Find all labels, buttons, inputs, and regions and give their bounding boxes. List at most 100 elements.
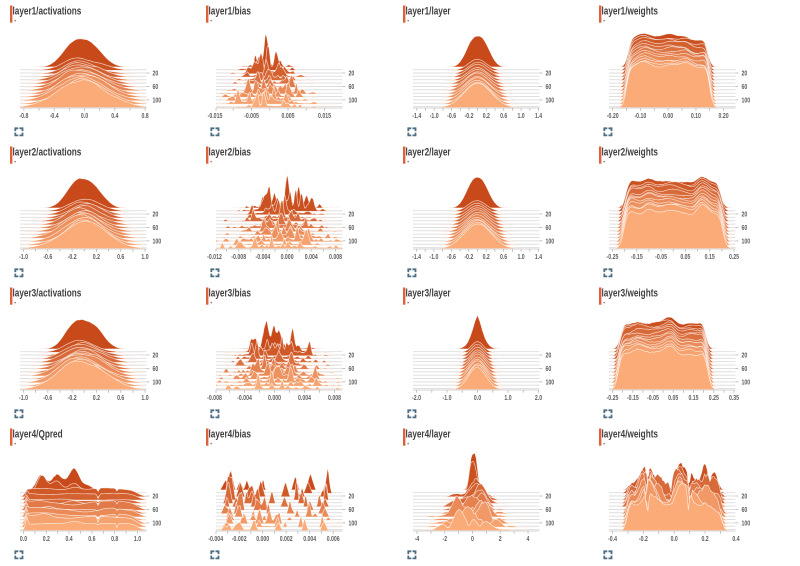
svg-text:20: 20 — [349, 350, 355, 359]
svg-text:1.0: 1.0 — [134, 534, 141, 543]
svg-text:-0.6: -0.6 — [447, 111, 456, 120]
svg-text:0.6: 0.6 — [117, 251, 124, 260]
svg-text:1.4: 1.4 — [534, 111, 541, 120]
svg-text:60: 60 — [349, 363, 355, 372]
svg-text:100: 100 — [545, 377, 554, 386]
svg-text:0.15: 0.15 — [705, 251, 715, 260]
svg-text:-0.4: -0.4 — [50, 111, 59, 120]
svg-text:-0.002: -0.002 — [232, 534, 247, 543]
svg-text:100: 100 — [545, 236, 554, 245]
svg-text:1.0: 1.0 — [517, 111, 524, 120]
svg-text:20: 20 — [349, 68, 355, 77]
svg-text:0.25: 0.25 — [729, 251, 739, 260]
svg-text:60: 60 — [741, 82, 747, 91]
svg-text:-2: -2 — [442, 534, 447, 543]
svg-text:0.008: 0.008 — [328, 392, 341, 401]
svg-text:layer1/activations: layer1/activations — [12, 6, 81, 18]
svg-text:0.6: 0.6 — [500, 111, 507, 120]
svg-text:-0.2: -0.2 — [68, 392, 77, 401]
svg-text:layer2/layer: layer2/layer — [405, 146, 450, 158]
svg-text:0.005: 0.005 — [282, 111, 295, 120]
svg-text:-0.015: -0.015 — [208, 111, 223, 120]
svg-text:60: 60 — [741, 363, 747, 372]
svg-text:layer2/activations: layer2/activations — [12, 146, 81, 158]
svg-text:layer1/bias: layer1/bias — [209, 6, 251, 18]
svg-text:0.2: 0.2 — [482, 251, 489, 260]
svg-text:1.0: 1.0 — [504, 392, 511, 401]
svg-text:20: 20 — [545, 68, 551, 77]
svg-text:0.002: 0.002 — [280, 534, 293, 543]
svg-text:100: 100 — [349, 377, 358, 386]
svg-text:0.10: 0.10 — [691, 111, 701, 120]
svg-text:layer3/layer: layer3/layer — [405, 287, 450, 299]
svg-text:0.8: 0.8 — [111, 534, 118, 543]
svg-text:-0.15: -0.15 — [627, 392, 639, 401]
svg-text:-0.2: -0.2 — [68, 251, 77, 260]
svg-text:0: 0 — [471, 534, 474, 543]
svg-text:0.4: 0.4 — [111, 111, 118, 120]
svg-text:-1.4: -1.4 — [412, 251, 421, 260]
svg-text:-0.005: -0.005 — [244, 111, 259, 120]
svg-text:layer4/weights: layer4/weights — [601, 429, 657, 441]
svg-text:60: 60 — [741, 505, 747, 514]
svg-text:-0.2: -0.2 — [639, 534, 648, 543]
svg-text:60: 60 — [349, 505, 355, 514]
svg-text:-0.004: -0.004 — [256, 251, 271, 260]
svg-text:0.0: 0.0 — [670, 534, 677, 543]
svg-text:-0.6: -0.6 — [446, 251, 455, 260]
svg-text:20: 20 — [741, 68, 747, 77]
svg-text:0.0: 0.0 — [81, 111, 88, 120]
svg-text:100: 100 — [349, 95, 358, 104]
svg-text:-0.05: -0.05 — [655, 251, 667, 260]
svg-text:0.00: 0.00 — [663, 111, 673, 120]
svg-text:-0.4: -0.4 — [608, 534, 617, 543]
svg-text:60: 60 — [349, 82, 355, 91]
svg-text:0.25: 0.25 — [709, 392, 719, 401]
svg-text:0.000: 0.000 — [268, 392, 281, 401]
svg-text:-2.0: -2.0 — [412, 392, 421, 401]
svg-text:100: 100 — [349, 519, 358, 528]
svg-text:100: 100 — [741, 95, 750, 104]
svg-text:20: 20 — [545, 209, 551, 218]
svg-text:0.8: 0.8 — [141, 111, 148, 120]
svg-text:0.006: 0.006 — [327, 534, 340, 543]
svg-text:100: 100 — [152, 95, 161, 104]
svg-text:60: 60 — [152, 363, 158, 372]
svg-text:-1.0: -1.0 — [442, 392, 451, 401]
svg-text:layer4/bias: layer4/bias — [209, 429, 251, 441]
svg-text:-0.6: -0.6 — [43, 251, 52, 260]
svg-text:-0.008: -0.008 — [232, 251, 247, 260]
svg-text:0.015: 0.015 — [318, 111, 331, 120]
svg-text:60: 60 — [152, 505, 158, 514]
svg-text:100: 100 — [349, 236, 358, 245]
svg-text:layer2/weights: layer2/weights — [601, 146, 657, 158]
svg-text:layer4/Qpred: layer4/Qpred — [12, 429, 62, 441]
svg-text:layer2/bias: layer2/bias — [209, 146, 251, 158]
svg-text:-0.2: -0.2 — [464, 251, 473, 260]
svg-text:-0.012: -0.012 — [207, 251, 222, 260]
svg-text:100: 100 — [152, 236, 161, 245]
svg-text:0.2: 0.2 — [93, 392, 100, 401]
svg-text:20: 20 — [152, 209, 158, 218]
svg-text:20: 20 — [545, 492, 551, 501]
svg-text:0.2: 0.2 — [93, 251, 100, 260]
svg-text:100: 100 — [741, 236, 750, 245]
svg-text:100: 100 — [152, 519, 161, 528]
svg-text:-1.0: -1.0 — [429, 111, 438, 120]
svg-text:-0.25: -0.25 — [606, 392, 618, 401]
svg-text:60: 60 — [741, 222, 747, 231]
svg-text:20: 20 — [741, 350, 747, 359]
svg-text:0.6: 0.6 — [500, 251, 507, 260]
svg-text:0.2: 0.2 — [482, 111, 489, 120]
svg-text:layer1/layer: layer1/layer — [405, 6, 450, 18]
svg-text:100: 100 — [741, 519, 750, 528]
svg-text:1.0: 1.0 — [141, 251, 148, 260]
svg-text:0.2: 0.2 — [701, 534, 708, 543]
svg-text:-0.004: -0.004 — [237, 392, 252, 401]
svg-text:-4: -4 — [414, 534, 419, 543]
svg-text:0.0: 0.0 — [20, 534, 27, 543]
svg-text:60: 60 — [152, 82, 158, 91]
svg-text:2: 2 — [498, 534, 501, 543]
svg-text:0.4: 0.4 — [65, 534, 72, 543]
svg-text:-0.20: -0.20 — [607, 111, 619, 120]
